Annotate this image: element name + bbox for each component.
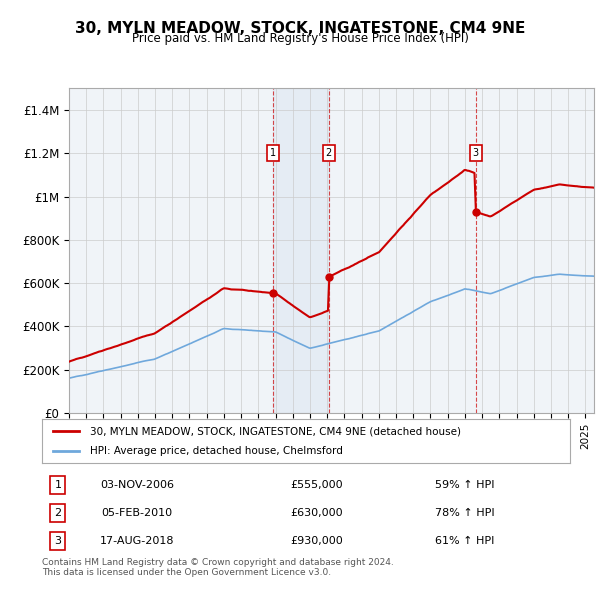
Text: 78% ↑ HPI: 78% ↑ HPI — [434, 508, 494, 518]
Text: HPI: Average price, detached house, Chelmsford: HPI: Average price, detached house, Chel… — [89, 446, 343, 455]
Text: 30, MYLN MEADOW, STOCK, INGATESTONE, CM4 9NE (detached house): 30, MYLN MEADOW, STOCK, INGATESTONE, CM4… — [89, 427, 461, 436]
Text: 59% ↑ HPI: 59% ↑ HPI — [434, 480, 494, 490]
Text: 2: 2 — [54, 508, 61, 518]
Text: 3: 3 — [55, 536, 61, 546]
Text: Contains HM Land Registry data © Crown copyright and database right 2024.
This d: Contains HM Land Registry data © Crown c… — [42, 558, 394, 577]
Text: 05-FEB-2010: 05-FEB-2010 — [101, 508, 173, 518]
Text: 2: 2 — [326, 149, 332, 158]
Text: £930,000: £930,000 — [290, 536, 343, 546]
Text: Price paid vs. HM Land Registry's House Price Index (HPI): Price paid vs. HM Land Registry's House … — [131, 32, 469, 45]
Text: £630,000: £630,000 — [290, 508, 343, 518]
Text: 1: 1 — [270, 149, 276, 158]
Text: 03-NOV-2006: 03-NOV-2006 — [100, 480, 174, 490]
Text: 3: 3 — [473, 149, 479, 158]
Bar — [273, 88, 329, 413]
Text: 1: 1 — [55, 480, 61, 490]
Text: 17-AUG-2018: 17-AUG-2018 — [100, 536, 174, 546]
Text: 61% ↑ HPI: 61% ↑ HPI — [435, 536, 494, 546]
Text: £555,000: £555,000 — [290, 480, 343, 490]
Text: 30, MYLN MEADOW, STOCK, INGATESTONE, CM4 9NE: 30, MYLN MEADOW, STOCK, INGATESTONE, CM4… — [75, 21, 525, 35]
